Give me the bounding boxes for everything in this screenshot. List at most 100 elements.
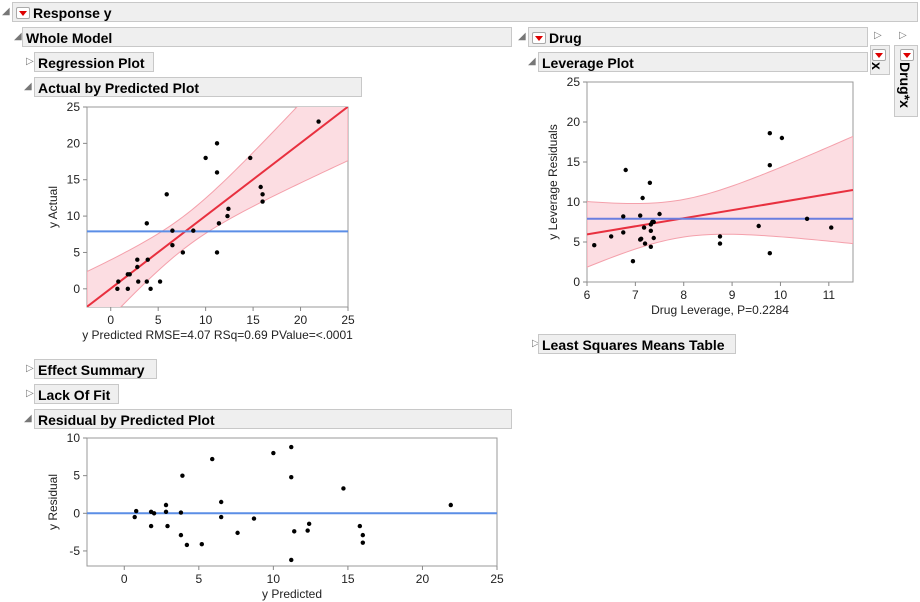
actual-by-predicted-header[interactable]: Actual by Predicted Plot xyxy=(34,77,362,97)
y-tick-label: 5 xyxy=(73,469,80,483)
disclosure-open-icon[interactable]: ◢ xyxy=(528,56,536,67)
disclosure-closed-icon[interactable]: ▷ xyxy=(874,30,882,41)
data-point xyxy=(767,251,773,256)
drugx-tab-label: Drug*x xyxy=(896,62,913,108)
data-point xyxy=(767,131,773,136)
x-axis-label: y Predicted xyxy=(262,587,322,601)
data-point xyxy=(165,523,170,529)
data-point xyxy=(621,230,626,235)
lack-of-fit-header[interactable]: Lack Of Fit xyxy=(34,384,119,404)
y-tick-label: 5 xyxy=(73,245,80,259)
data-point xyxy=(218,514,224,520)
data-point xyxy=(214,170,220,175)
x-tick-label: 15 xyxy=(341,572,355,586)
data-point xyxy=(592,243,597,248)
x-tick-label: 10 xyxy=(199,313,213,327)
x-tick-label: 5 xyxy=(195,572,202,586)
drug-header[interactable]: Drug xyxy=(528,27,868,47)
data-point xyxy=(341,486,346,491)
disclosure-open-icon[interactable]: ◢ xyxy=(518,31,526,42)
data-point xyxy=(226,206,231,212)
whole-model-title: Whole Model xyxy=(26,30,113,46)
x-tick-label: 8 xyxy=(680,288,687,302)
y-tick-label: 10 xyxy=(567,195,581,209)
data-point xyxy=(260,199,265,204)
lsmeans-title: Least Squares Means Table xyxy=(542,337,725,353)
plot-frame xyxy=(86,437,498,567)
data-point xyxy=(170,242,175,248)
residual-by-predicted-header[interactable]: Residual by Predicted Plot xyxy=(34,409,512,429)
drugx-tab[interactable]: Drug*x xyxy=(894,45,918,117)
fit-line xyxy=(587,189,853,236)
data-point xyxy=(829,225,834,230)
data-point xyxy=(136,279,141,284)
data-point xyxy=(357,523,363,529)
data-point xyxy=(216,221,222,226)
lsmeans-header[interactable]: Least Squares Means Table xyxy=(538,334,736,354)
data-point xyxy=(148,286,153,292)
x-tick-label: 20 xyxy=(294,313,308,327)
data-point xyxy=(210,456,215,462)
data-point xyxy=(779,135,785,141)
red-triangle-menu-icon[interactable] xyxy=(16,7,30,20)
regression-plot-header[interactable]: Regression Plot xyxy=(34,52,154,72)
effect-summary-header[interactable]: Effect Summary xyxy=(34,359,157,379)
leverage-plot-header[interactable]: Leverage Plot xyxy=(538,52,868,72)
x-tick-label: 10 xyxy=(267,572,281,586)
data-point xyxy=(360,540,366,545)
x-tick-label: 11 xyxy=(823,288,836,302)
data-point xyxy=(135,257,140,262)
x-tick-label: 15 xyxy=(246,313,260,327)
data-point xyxy=(248,155,253,161)
data-point xyxy=(163,509,169,514)
y-tick-label: 25 xyxy=(567,75,581,89)
disclosure-closed-icon[interactable]: ▷ xyxy=(26,388,34,399)
y-tick-label: 10 xyxy=(67,431,81,445)
disclosure-closed-icon[interactable]: ▷ xyxy=(26,56,34,67)
y-tick-label: 10 xyxy=(67,209,81,223)
y-tick-label: 20 xyxy=(67,136,81,150)
x-tab[interactable]: x xyxy=(869,45,890,75)
disclosure-closed-icon[interactable]: ▷ xyxy=(899,30,907,41)
disclosure-open-icon[interactable]: ◢ xyxy=(24,413,32,424)
disclosure-closed-icon[interactable]: ▷ xyxy=(532,338,540,349)
response-header[interactable]: Response y xyxy=(12,2,918,22)
data-point xyxy=(804,216,810,221)
data-point xyxy=(214,141,220,146)
data-point xyxy=(756,223,761,229)
data-point xyxy=(144,279,149,284)
regression-plot-title: Regression Plot xyxy=(38,55,145,71)
red-triangle-menu-icon[interactable] xyxy=(900,49,914,61)
disclosure-open-icon[interactable]: ◢ xyxy=(2,6,10,17)
data-point xyxy=(144,221,149,226)
data-point xyxy=(260,192,265,197)
x-tick-label: 25 xyxy=(341,313,355,327)
data-point xyxy=(648,244,654,249)
data-point xyxy=(218,499,224,505)
disclosure-open-icon[interactable]: ◢ xyxy=(14,31,22,42)
x-tick-label: 7 xyxy=(632,288,639,302)
data-point xyxy=(621,214,626,219)
leverage-plot-title: Leverage Plot xyxy=(542,55,634,71)
data-point xyxy=(135,264,140,270)
whole-model-header[interactable]: Whole Model xyxy=(22,27,512,47)
red-triangle-menu-icon[interactable] xyxy=(872,49,886,61)
data-point xyxy=(630,259,636,264)
data-point xyxy=(178,532,184,538)
data-point xyxy=(180,473,185,478)
red-triangle-menu-icon[interactable] xyxy=(532,32,546,45)
data-point xyxy=(271,450,276,456)
data-point xyxy=(170,228,175,233)
disclosure-closed-icon[interactable]: ▷ xyxy=(26,363,34,374)
x-tick-label: 10 xyxy=(774,288,788,302)
y-tick-label: 5 xyxy=(573,235,580,249)
data-point xyxy=(151,511,157,516)
data-point xyxy=(214,250,220,255)
data-point xyxy=(235,530,240,536)
data-point xyxy=(608,234,614,239)
disclosure-open-icon[interactable]: ◢ xyxy=(24,81,32,92)
data-point xyxy=(306,521,312,527)
data-point xyxy=(448,502,453,508)
y-tick-label: 0 xyxy=(73,506,80,520)
